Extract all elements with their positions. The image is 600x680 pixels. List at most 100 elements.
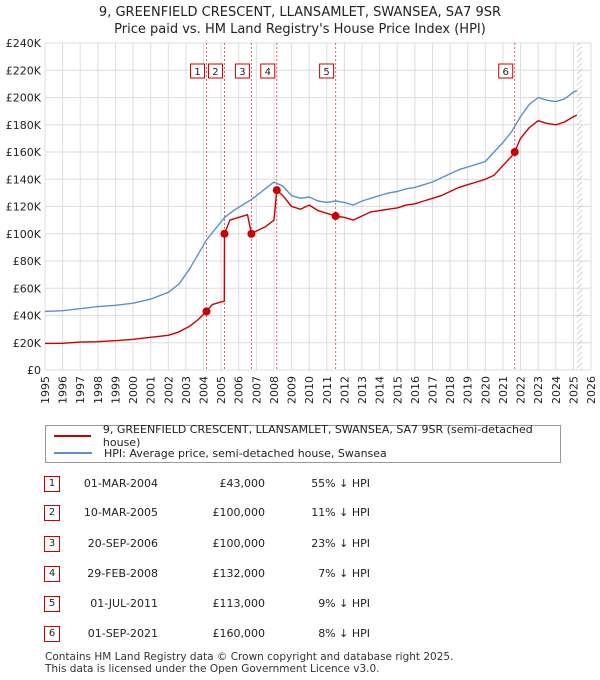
x-tick-label: 2020	[479, 376, 492, 404]
x-tick-label: 2008	[268, 376, 281, 404]
legend-item-hpi: HPI: Average price, semi-detached house,…	[54, 445, 387, 461]
y-tick-label: £120K	[6, 201, 42, 214]
legend-swatch-price	[54, 435, 91, 437]
sale-hpi-diff: 7% ↓ HPI	[318, 567, 370, 580]
x-tick-label: 2012	[338, 376, 351, 404]
sale-label: 2	[212, 67, 218, 78]
x-tick-label: 2003	[180, 376, 193, 404]
sale-row: 6 01-SEP-2021 £160,000 8% ↓ HPI	[0, 626, 600, 646]
title-line-1: 9, GREENFIELD CRESCENT, LLANSAMLET, SWAN…	[98, 5, 502, 20]
sale-number-badge: 4	[44, 566, 60, 582]
sale-row: 5 01-JUL-2011 £113,000 9% ↓ HPI	[0, 596, 600, 616]
sale-row: 1 01-MAR-2004 £43,000 55% ↓ HPI	[0, 476, 600, 496]
sale-number-badge: 5	[44, 596, 60, 612]
axes: £0 £20K £40K £60K £80K £100K £120K £140K £160K £1…	[6, 37, 598, 404]
x-tick-label: 2016	[409, 376, 422, 404]
sale-label-box	[207, 63, 223, 79]
sale-hpi-diff: 55% ↓ HPI	[311, 477, 370, 490]
sale-price: £113,000	[212, 597, 266, 610]
sale-point	[202, 307, 211, 316]
sale-hpi-diff: 9% ↓ HPI	[318, 597, 370, 610]
x-tick-label: 1996	[57, 376, 70, 404]
legend-swatch-hpi	[54, 452, 92, 454]
sale-row: 2 10-MAR-2005 £100,000 11% ↓ HPI	[0, 505, 600, 525]
x-tick-label: 2000	[127, 376, 140, 404]
x-tick-label: 2019	[462, 376, 475, 404]
x-tick-label: 2022	[515, 376, 528, 404]
sale-row: 3 20-SEP-2006 £100,000 23% ↓ HPI	[0, 536, 600, 556]
x-tick-label: 2001	[145, 376, 158, 404]
footer-line-2: This data is licensed under the Open Gov…	[45, 663, 380, 675]
sale-price: £100,000	[212, 506, 266, 519]
y-tick-label: £40K	[13, 310, 42, 323]
sale-label-box	[319, 63, 335, 79]
sale-label-box	[260, 63, 276, 79]
price-paid-line	[44, 114, 578, 345]
hatched-region	[576, 43, 583, 370]
y-tick-label: £200K	[6, 92, 42, 105]
y-tick-label: £100K	[6, 228, 42, 241]
sale-price: £100,000	[212, 537, 266, 550]
sale-date: 10-MAR-2005	[83, 506, 158, 519]
sale-markers: 1 2 3 4 5 6	[190, 63, 519, 316]
sale-label: 1	[194, 67, 200, 78]
x-tick-label: 2015	[391, 376, 404, 404]
x-tick-label: 2017	[426, 376, 439, 404]
y-tick-label: £60K	[13, 282, 42, 295]
sale-number-badge: 1	[44, 476, 60, 492]
sale-date: 01-JUL-2011	[90, 597, 158, 610]
x-tick-label: 2018	[444, 376, 457, 404]
sale-point	[510, 148, 519, 156]
sale-label: 6	[503, 67, 509, 78]
footer-line-1: Contains HM Land Registry data © Crown c…	[45, 651, 454, 663]
x-tick-label: 2023	[532, 376, 545, 404]
sale-date: 29-FEB-2008	[87, 567, 158, 580]
x-tick-label: 1998	[92, 376, 105, 404]
legend-label-price: 9, GREENFIELD CRESCENT, LLANSAMLET, SWAN…	[102, 423, 533, 449]
sale-date: 01-MAR-2004	[83, 477, 158, 490]
y-tick-label: £240K	[6, 37, 42, 50]
x-tick-label: 2002	[162, 376, 175, 404]
x-tick-label: 2024	[550, 376, 563, 404]
footer-notice: Contains HM Land Registry data © Crown c…	[45, 651, 453, 675]
y-tick-label: £160K	[6, 146, 42, 159]
legend: 9, GREENFIELD CRESCENT, LLANSAMLET, SWAN…	[45, 423, 561, 463]
y-tick-label: £140K	[6, 173, 42, 186]
sale-hpi-diff: 23% ↓ HPI	[311, 537, 370, 550]
x-tick-label: 1995	[39, 376, 52, 404]
sale-date: 01-SEP-2021	[87, 627, 158, 640]
y-tick-label: £20K	[13, 337, 42, 350]
x-tick-label: 2021	[497, 376, 510, 404]
sale-label: 3	[239, 67, 245, 78]
x-tick-label: 2011	[321, 376, 334, 404]
sale-point	[247, 229, 256, 238]
x-tick-label: 2009	[286, 376, 299, 404]
sale-price: £132,000	[212, 567, 266, 580]
sale-label: 4	[265, 67, 271, 78]
x-tick-label: 2014	[374, 376, 387, 404]
sale-hpi-diff: 11% ↓ HPI	[311, 506, 370, 519]
sale-label-box	[234, 63, 250, 79]
legend-label-hpi: HPI: Average price, semi-detached house,…	[104, 446, 387, 460]
future-hatch	[576, 43, 583, 370]
x-tick-label: 1999	[109, 376, 122, 404]
sale-point	[331, 212, 340, 221]
title-line-2: Price paid vs. HM Land Registry's House …	[114, 22, 486, 37]
sale-date: 20-SEP-2006	[87, 537, 158, 550]
x-tick-label: 2013	[356, 376, 369, 404]
y-tick-label: £180K	[6, 119, 42, 132]
chart-title: 9, GREENFIELD CRESCENT, LLANSAMLET, SWAN…	[0, 4, 600, 38]
sale-point	[220, 229, 229, 238]
sale-row: 4 29-FEB-2008 £132,000 7% ↓ HPI	[0, 566, 600, 586]
sale-label-box	[190, 63, 206, 79]
x-tick-label: 2007	[250, 376, 263, 404]
sale-number-badge: 2	[44, 505, 60, 521]
y-tick-label: £0	[27, 364, 41, 377]
x-tick-label: 1997	[74, 376, 87, 404]
sale-price: £160,000	[212, 627, 266, 640]
legend-item-price: 9, GREENFIELD CRESCENT, LLANSAMLET, SWAN…	[54, 423, 560, 449]
y-tick-label: £220K	[6, 64, 42, 77]
hpi-line	[44, 90, 578, 313]
x-tick-label: 2006	[233, 376, 246, 404]
sale-hpi-diff: 8% ↓ HPI	[318, 627, 370, 640]
